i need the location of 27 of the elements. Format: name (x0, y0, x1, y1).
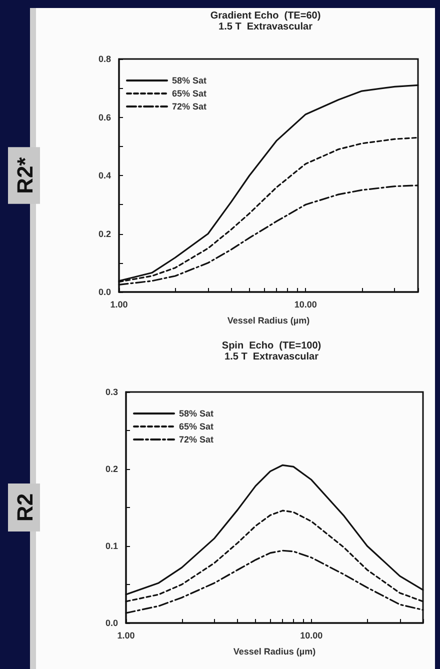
chart-title: Gradient Echo (TE=60) (210, 10, 321, 22)
legend-label: 58% Sat (172, 76, 207, 86)
y-axis-title: R2 (12, 493, 38, 522)
x-axis-title: Vessel Radius (µm) (233, 646, 316, 656)
y-tick-label: 0.2 (98, 228, 111, 239)
y-tick-label: 0.4 (98, 170, 111, 180)
x-tick-label: 10.00 (294, 300, 317, 310)
y-tick-label: 0.0 (98, 287, 111, 297)
chart-subtitle: 1.5 T Extravascular (218, 22, 313, 32)
y-tick-label: 0.2 (105, 464, 118, 474)
x-axis-title: Vessel Radius (µm) (227, 316, 310, 326)
x-tick-label: 1.00 (110, 300, 128, 310)
legend-label: 72% Sat (179, 434, 214, 444)
x-tick-label: 1.00 (117, 630, 135, 640)
legend-label: 65% Sat (179, 422, 214, 432)
y-axis-title: R2* (12, 156, 38, 194)
chart-title: Spin Echo (TE=100) (222, 340, 322, 352)
y-tick-label: 0.3 (105, 387, 118, 397)
chart-subtitle: 1.5 T Extravascular (224, 352, 319, 362)
y-tick-label: 0.1 (105, 541, 118, 551)
legend-label: 65% Sat (172, 88, 207, 98)
y-tick-label: 0.8 (98, 54, 111, 64)
legend-label: 58% Sat (179, 408, 214, 418)
y-tick-label: 0.0 (105, 618, 118, 628)
x-tick-label: 10.00 (300, 630, 323, 640)
y-tick-label: 0.6 (98, 112, 111, 122)
legend-label: 72% Sat (172, 102, 207, 112)
